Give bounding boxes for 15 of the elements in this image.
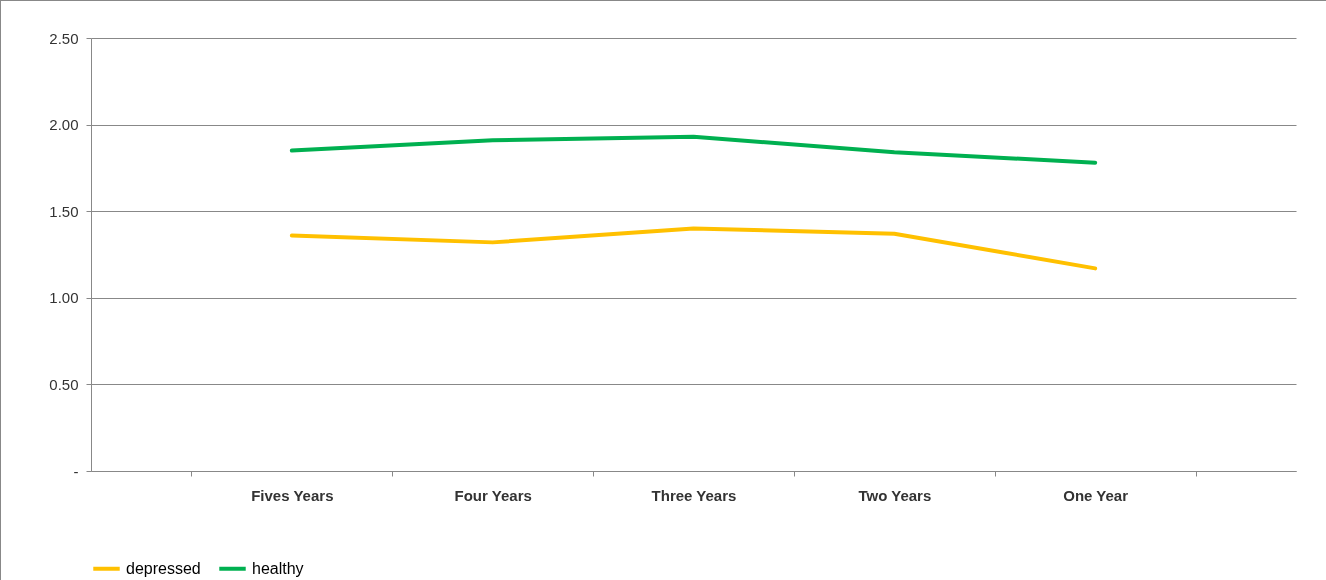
x-tick-label: One Year xyxy=(1063,486,1129,504)
y-tick-label: - xyxy=(73,462,79,480)
x-tick-label: Three Years xyxy=(651,486,737,504)
x-tick-label: Four Years xyxy=(454,486,532,504)
line-series xyxy=(289,226,1098,271)
line-series xyxy=(289,134,1098,165)
legend-label: healthy xyxy=(252,559,304,577)
y-tick-label: 1.00 xyxy=(49,289,79,307)
y-tick-label: 1.50 xyxy=(49,202,79,220)
y-tick-label: 0.50 xyxy=(49,375,79,393)
y-tick-label: 2.50 xyxy=(49,29,79,47)
x-tick-label: Fives Years xyxy=(251,486,334,504)
legend-label: depressed xyxy=(126,559,201,577)
x-tick-label: Two Years xyxy=(858,486,932,504)
y-tick-label: 2.00 xyxy=(49,116,79,134)
